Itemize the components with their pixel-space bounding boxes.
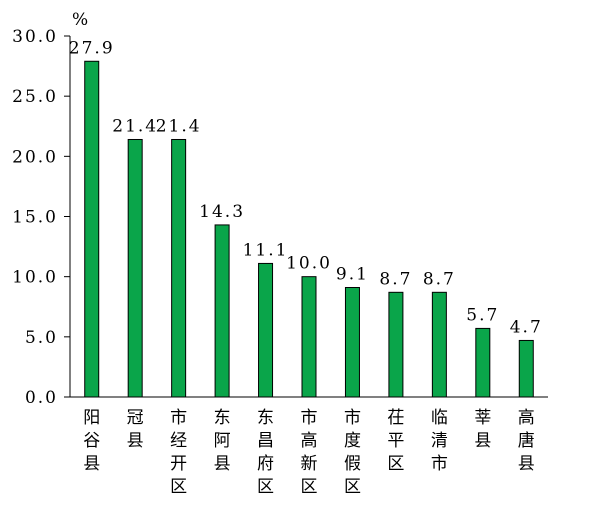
data-label: 21.4 xyxy=(156,116,202,136)
y-axis-ticks: 0.0 5.0 10.0 15.0 20.0 25.0 30.0 xyxy=(12,27,70,408)
bar xyxy=(518,339,534,398)
data-label: 14.3 xyxy=(199,202,245,222)
x-category-label: 高唐县 xyxy=(518,408,535,474)
data-label: 4.7 xyxy=(510,317,543,337)
x-category-label: 冠县 xyxy=(127,408,144,451)
x-category-label: 临清市 xyxy=(431,408,448,474)
data-label: 21.4 xyxy=(112,116,158,136)
bar xyxy=(127,138,143,398)
y-tick-label: 30.0 xyxy=(12,27,58,47)
y-tick-label: 25.0 xyxy=(12,87,58,107)
bar xyxy=(301,276,317,398)
bar xyxy=(214,224,230,398)
x-category-label: 阳谷县 xyxy=(83,408,100,474)
y-tick-label: 10.0 xyxy=(12,268,58,288)
data-label: 8.7 xyxy=(379,269,412,289)
x-category-label: 莘县 xyxy=(474,408,491,451)
data-label: 27.9 xyxy=(69,38,115,58)
x-category-label: 市度假区 xyxy=(344,408,361,497)
bar xyxy=(475,327,491,398)
data-label: 10.0 xyxy=(286,254,332,274)
bar xyxy=(388,291,404,398)
data-label: 5.7 xyxy=(466,305,499,325)
data-labels: 27.9 21.421.4 14.3 11.110.09.1 8.7 8.7 5.7 4.7 xyxy=(69,38,543,337)
bar xyxy=(84,60,100,398)
x-category-label: 茌平区 xyxy=(387,408,404,474)
x-category-label: 东昌府区 xyxy=(257,408,274,497)
x-category-label: 市经开区 xyxy=(170,408,187,497)
data-label: 11.1 xyxy=(243,240,289,260)
bars xyxy=(84,60,534,398)
x-category-label: 市高新区 xyxy=(301,408,318,497)
bar xyxy=(431,291,447,398)
data-label: 9.1 xyxy=(336,264,369,284)
y-tick-label: 20.0 xyxy=(12,147,58,167)
bar xyxy=(258,262,274,398)
data-label: 8.7 xyxy=(423,269,456,289)
y-tick-label: 5.0 xyxy=(25,328,58,348)
bar xyxy=(171,138,187,398)
x-category-label: 东阿县 xyxy=(214,408,231,474)
y-tick-label: 15.0 xyxy=(12,208,58,228)
y-tick-label: 0.0 xyxy=(25,388,58,408)
x-axis-categories: 阳谷县 冠县 市经开区 东阿县 东昌府区 市高新区 市度假区 茌平区 临清市 莘县 高唐县 xyxy=(83,408,535,497)
bar xyxy=(344,286,360,398)
y-unit-label: % xyxy=(72,10,88,30)
